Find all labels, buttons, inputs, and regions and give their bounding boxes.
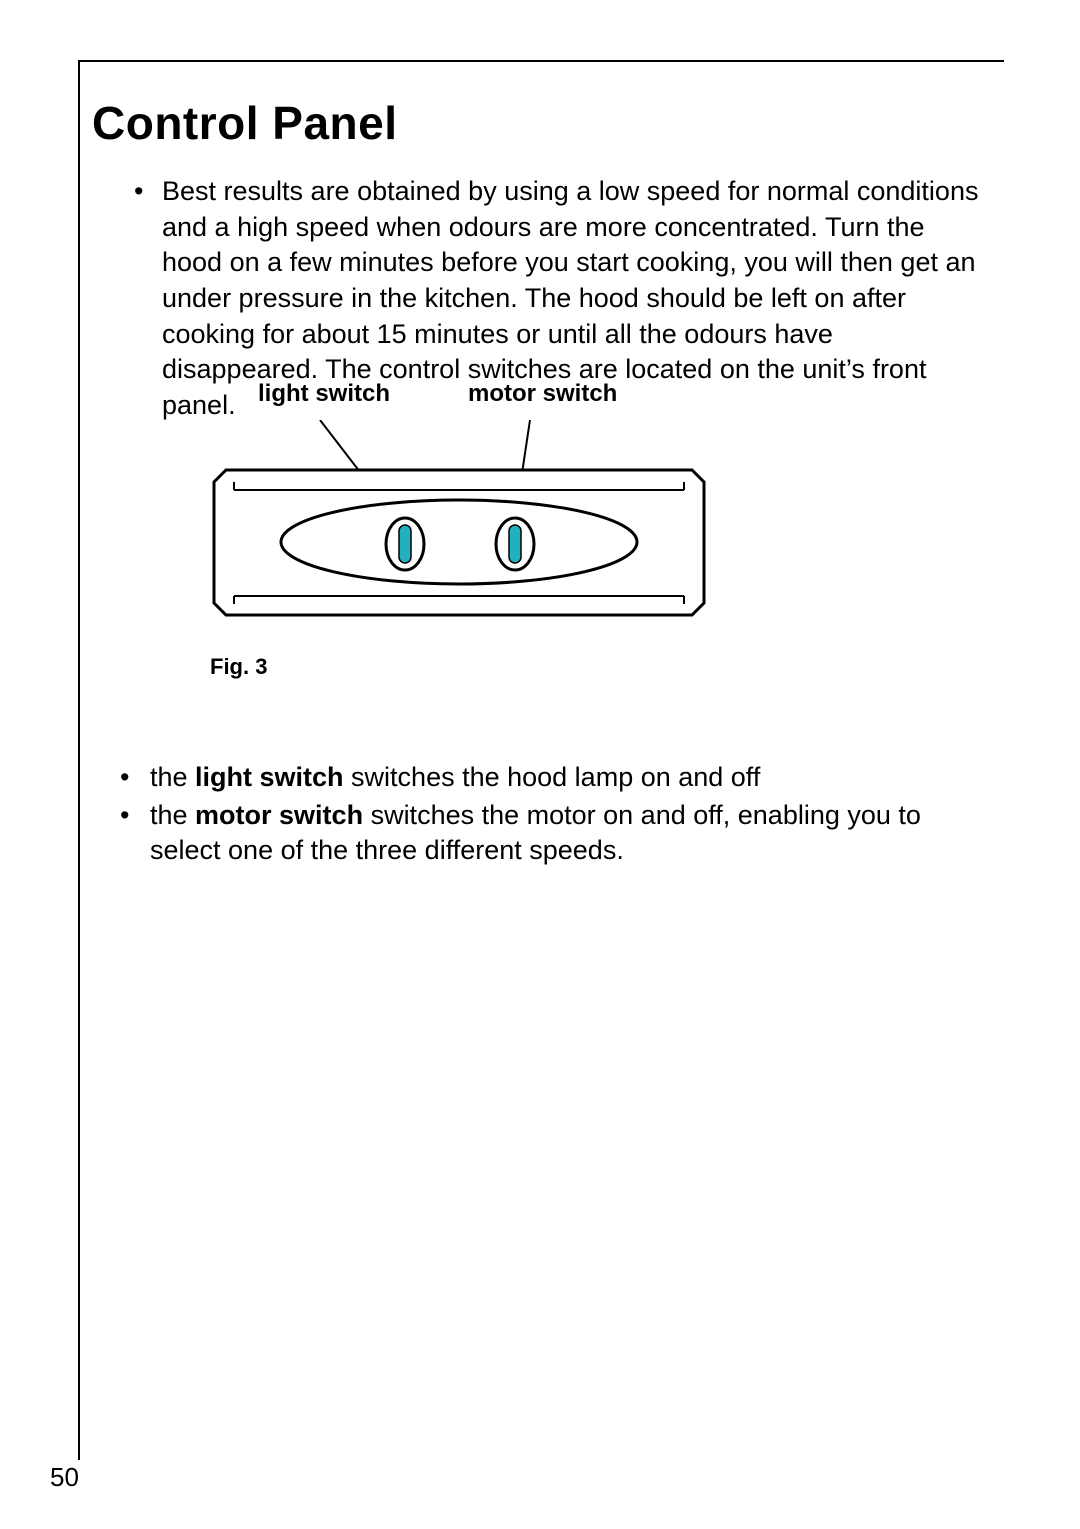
description-list: the light switch switches the hood lamp …	[120, 760, 980, 871]
figure-label-motor: motor switch	[468, 380, 617, 408]
figure-label-light: light switch	[258, 380, 390, 408]
description-item: the motor switch switches the motor on a…	[120, 798, 980, 869]
description-item: the light switch switches the hood lamp …	[120, 760, 980, 796]
text: switches the hood lamp on and off	[344, 762, 761, 792]
bold-term: light switch	[195, 762, 344, 792]
page-number: 50	[50, 1462, 79, 1493]
page-title: Control Panel	[92, 96, 992, 150]
bold-term: motor switch	[195, 800, 363, 830]
text: the	[150, 800, 195, 830]
figure-block: light switch motor switch Fig. 3	[210, 380, 730, 680]
text: the	[150, 762, 195, 792]
figure-caption: Fig. 3	[210, 654, 730, 680]
control-panel-diagram	[210, 420, 710, 640]
